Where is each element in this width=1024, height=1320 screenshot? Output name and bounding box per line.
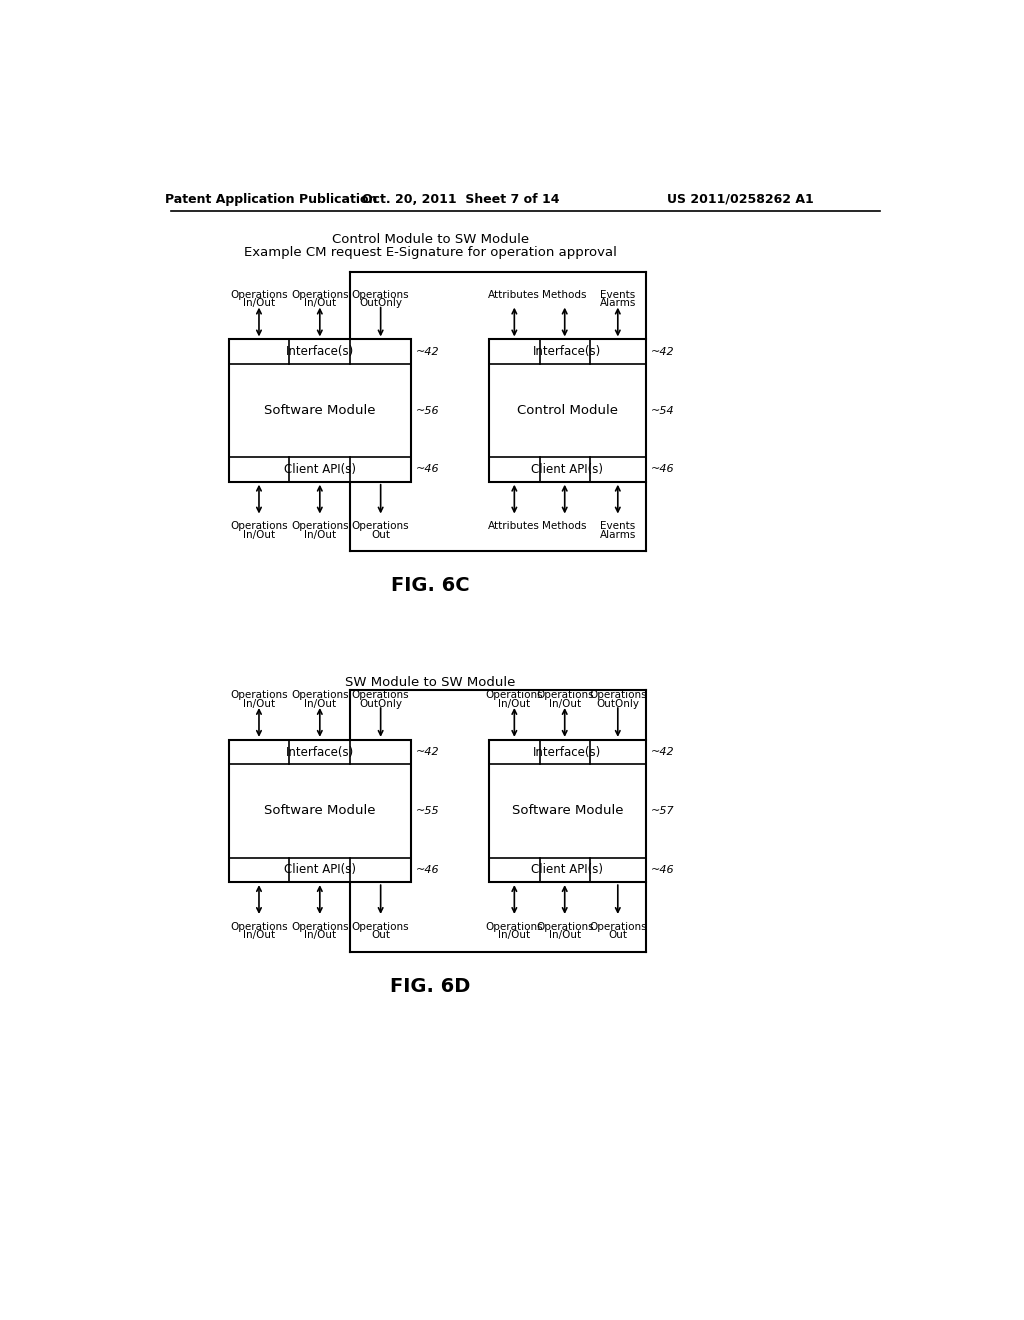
- Bar: [228, 739, 411, 882]
- Text: Client API(s): Client API(s): [531, 863, 603, 876]
- Text: Events: Events: [600, 289, 636, 300]
- Text: Client API(s): Client API(s): [284, 463, 355, 477]
- Text: Operations: Operations: [536, 921, 594, 932]
- Text: Operations: Operations: [589, 921, 646, 932]
- Text: Operations: Operations: [352, 521, 410, 532]
- Text: FIG. 6C: FIG. 6C: [391, 577, 470, 595]
- Text: In/Out: In/Out: [499, 698, 530, 709]
- Text: Oct. 20, 2011  Sheet 7 of 14: Oct. 20, 2011 Sheet 7 of 14: [362, 193, 560, 206]
- Text: Operations: Operations: [536, 690, 594, 700]
- Text: US 2011/0258262 A1: US 2011/0258262 A1: [667, 193, 814, 206]
- Text: Interface(s): Interface(s): [286, 746, 354, 759]
- Text: Methods: Methods: [543, 289, 587, 300]
- Text: In/Out: In/Out: [304, 931, 336, 940]
- Text: In/Out: In/Out: [304, 298, 336, 308]
- Text: In/Out: In/Out: [549, 931, 581, 940]
- Text: Operations: Operations: [485, 690, 543, 700]
- Text: SW Module to SW Module: SW Module to SW Module: [345, 676, 515, 689]
- Text: In/Out: In/Out: [499, 931, 530, 940]
- Text: Operations: Operations: [291, 289, 348, 300]
- Bar: [489, 739, 646, 882]
- Text: ~42: ~42: [650, 347, 674, 356]
- Text: ~42: ~42: [650, 747, 674, 758]
- Text: Client API(s): Client API(s): [531, 463, 603, 477]
- Text: Operations: Operations: [291, 521, 348, 532]
- Text: Operations: Operations: [352, 921, 410, 932]
- Text: Operations: Operations: [230, 289, 288, 300]
- Text: Control Module to SW Module: Control Module to SW Module: [332, 232, 528, 246]
- Text: Out: Out: [608, 931, 628, 940]
- Text: Client API(s): Client API(s): [284, 863, 355, 876]
- Text: Software Module: Software Module: [512, 804, 624, 817]
- Text: Out: Out: [371, 529, 390, 540]
- Text: OutOnly: OutOnly: [359, 298, 402, 308]
- Text: In/Out: In/Out: [549, 698, 581, 709]
- Text: OutOnly: OutOnly: [596, 698, 639, 709]
- Text: Operations: Operations: [352, 690, 410, 700]
- Text: Software Module: Software Module: [264, 804, 376, 817]
- Text: In/Out: In/Out: [304, 529, 336, 540]
- Text: ~46: ~46: [416, 865, 439, 875]
- Text: Control Module: Control Module: [517, 404, 617, 417]
- Text: Attributes: Attributes: [488, 521, 541, 532]
- Text: Operations: Operations: [352, 289, 410, 300]
- Text: ~46: ~46: [416, 465, 439, 474]
- Text: Operations: Operations: [230, 921, 288, 932]
- Text: In/Out: In/Out: [304, 698, 336, 709]
- Text: ~57: ~57: [650, 807, 674, 816]
- Text: ~42: ~42: [416, 347, 439, 356]
- Text: ~55: ~55: [416, 807, 439, 816]
- Text: Operations: Operations: [589, 690, 646, 700]
- Text: OutOnly: OutOnly: [359, 698, 402, 709]
- Text: In/Out: In/Out: [243, 529, 275, 540]
- Text: Interface(s): Interface(s): [286, 345, 354, 358]
- Text: Operations: Operations: [291, 690, 348, 700]
- Text: Patent Application Publication: Patent Application Publication: [165, 193, 378, 206]
- Text: ~54: ~54: [650, 405, 674, 416]
- Text: Alarms: Alarms: [600, 298, 636, 308]
- Text: ~42: ~42: [416, 747, 439, 758]
- Text: Interface(s): Interface(s): [534, 746, 601, 759]
- Text: Events: Events: [600, 521, 636, 532]
- Text: In/Out: In/Out: [243, 931, 275, 940]
- Bar: [489, 339, 646, 482]
- Text: Interface(s): Interface(s): [534, 345, 601, 358]
- Text: Operations: Operations: [485, 921, 543, 932]
- Text: In/Out: In/Out: [243, 298, 275, 308]
- Text: ~46: ~46: [650, 865, 674, 875]
- Text: ~56: ~56: [416, 405, 439, 416]
- Text: ~46: ~46: [650, 465, 674, 474]
- Text: Operations: Operations: [230, 521, 288, 532]
- Text: Attributes: Attributes: [488, 289, 541, 300]
- Text: Alarms: Alarms: [600, 529, 636, 540]
- Text: FIG. 6D: FIG. 6D: [390, 977, 470, 995]
- Bar: [228, 339, 411, 482]
- Text: Methods: Methods: [543, 521, 587, 532]
- Text: Example CM request E-Signature for operation approval: Example CM request E-Signature for opera…: [244, 246, 616, 259]
- Text: In/Out: In/Out: [243, 698, 275, 709]
- Text: Operations: Operations: [291, 921, 348, 932]
- Text: Software Module: Software Module: [264, 404, 376, 417]
- Text: Out: Out: [371, 931, 390, 940]
- Text: Operations: Operations: [230, 690, 288, 700]
